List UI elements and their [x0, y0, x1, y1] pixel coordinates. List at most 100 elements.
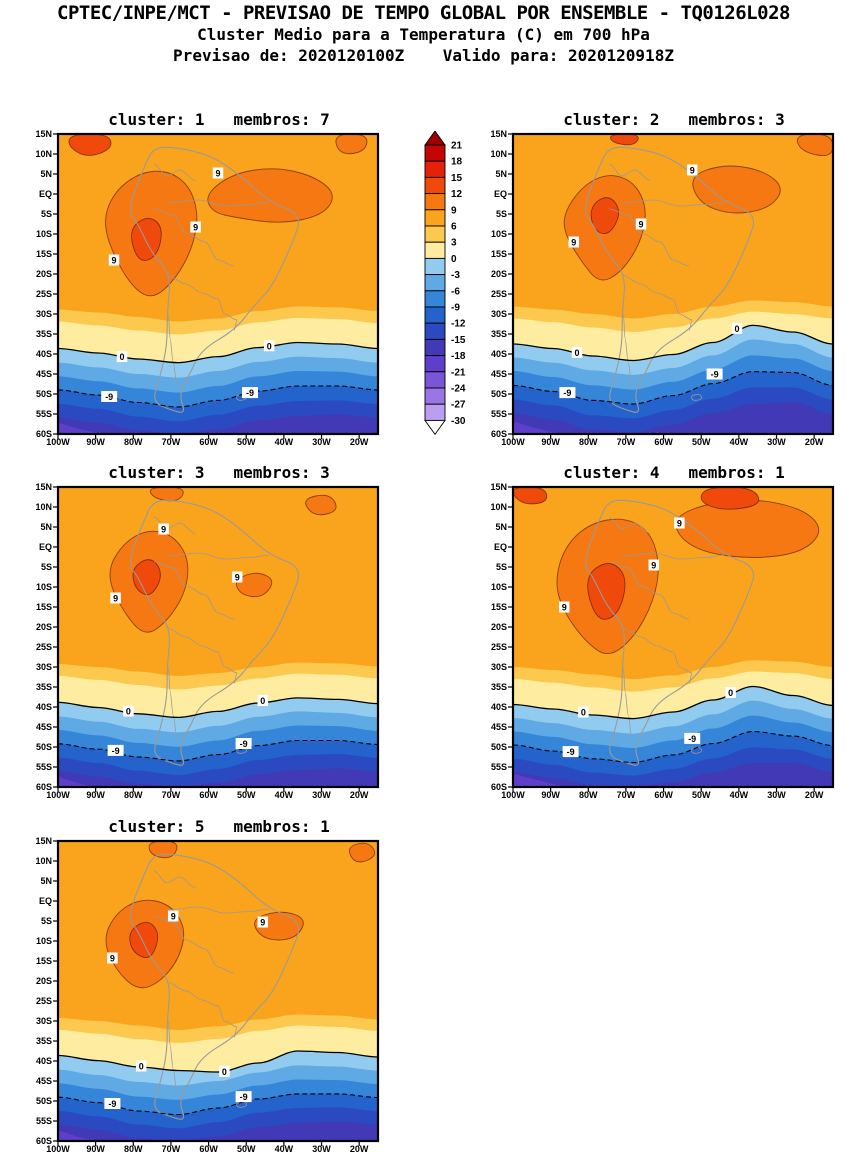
svg-text:0: 0 — [126, 707, 131, 717]
lat-axis-5: 15N 10N 5N EQ 5S 10S 15S 20S 25S 30S 35S 40S 45S 50S 5… — [20, 836, 58, 1146]
lat-label: 30S — [35, 309, 52, 319]
colorbar-label: -27 — [451, 400, 466, 411]
lat-label: 15S — [35, 956, 52, 966]
lat-label: 55S — [35, 762, 52, 772]
lat-label: 60S — [490, 429, 507, 439]
coastline — [130, 853, 300, 1120]
colorbar-label: 0 — [451, 254, 457, 265]
lat-label: 25S — [490, 289, 507, 299]
panel-title-1: cluster: 1 membros: 7 — [108, 110, 330, 129]
svg-text:0: 0 — [734, 324, 739, 334]
lat-label: 15S — [490, 602, 507, 612]
lon-label: 40W — [729, 790, 749, 800]
lon-label: 20W — [349, 1144, 369, 1154]
lat-label: 25S — [35, 996, 52, 1006]
lat-label: 10S — [35, 936, 52, 946]
svg-text:-9: -9 — [563, 388, 571, 398]
lon-label: 70W — [161, 437, 181, 447]
svg-text:0: 0 — [119, 352, 124, 362]
map-frame — [56, 485, 380, 789]
lon-label: 50W — [691, 437, 711, 447]
lat-label: 50S — [490, 389, 507, 399]
colorbar-label: 3 — [451, 238, 457, 249]
lat-label: 45S — [490, 369, 507, 379]
lat-label: 30S — [490, 309, 507, 319]
contour-line-0 — [58, 697, 378, 719]
contour-labels: 9 9 9 0 0 -9 -9 — [559, 164, 743, 399]
map-frame — [56, 839, 380, 1143]
panel-title-4: cluster: 4 membros: 1 — [563, 463, 785, 482]
svg-text:9: 9 — [571, 238, 576, 248]
svg-text:0: 0 — [222, 1067, 227, 1077]
colorbar-label: 6 — [451, 222, 457, 233]
lat-label: 40S — [490, 702, 507, 712]
svg-text:0: 0 — [260, 696, 265, 706]
cluster-panel-4: cluster: 4 membros: 1 15N 10N 5N EQ 5S 10S 15S… — [475, 461, 837, 802]
lat-label: 5S — [40, 562, 52, 572]
lat-label: 60S — [35, 429, 52, 439]
svg-text:9: 9 — [215, 169, 220, 179]
lon-label: 30W — [767, 790, 786, 800]
lat-label: 35S — [35, 682, 52, 692]
lon-label: 100W — [501, 790, 525, 800]
colorbar-band — [424, 290, 446, 308]
lat-label: 60S — [35, 1136, 52, 1146]
temperature-field — [58, 841, 378, 1141]
colorbar-band — [424, 193, 446, 211]
lon-axis-4: 100W 90W 80W 70W 60W 50W 40W 30W 20W — [501, 787, 835, 802]
svg-text:9: 9 — [260, 918, 265, 928]
svg-text:-9: -9 — [567, 747, 575, 757]
map-cluster-1: 9 9 9 0 0 -9 -9 — [53, 132, 380, 439]
lon-label: 30W — [312, 1144, 331, 1154]
svg-text:-9: -9 — [108, 1099, 116, 1109]
map-frame — [511, 132, 835, 436]
lat-label: 40S — [35, 349, 52, 359]
lon-label: 70W — [161, 1144, 181, 1154]
contour-labels: 9 9 9 0 0 -9 -9 — [107, 523, 269, 756]
lat-label: 40S — [490, 349, 507, 359]
svg-text:-9: -9 — [105, 392, 113, 402]
lon-label: 90W — [86, 790, 105, 800]
header-title: CPTEC/INPE/MCT - PREVISAO DE TEMPO GLOBA… — [57, 2, 790, 24]
lon-label: 20W — [349, 437, 369, 447]
svg-text:-9: -9 — [688, 734, 696, 744]
cluster-panel-2: cluster: 2 membros: 3 15N 10N 5N EQ 5S 10S 15S… — [475, 108, 837, 449]
colorbar-label: 21 — [451, 141, 463, 152]
lat-label: 20S — [35, 976, 52, 986]
lon-label: 50W — [691, 790, 711, 800]
lon-label: 40W — [274, 437, 294, 447]
lat-label: 15N — [490, 482, 507, 492]
lon-label: 70W — [616, 437, 636, 447]
cluster-panel-1: cluster: 1 membros: 7 15N 10N 5N EQ 5S 10S 15S… — [20, 108, 382, 449]
lat-label: 20S — [35, 622, 52, 632]
map-cluster-5: 9 9 9 0 0 -9 -9 — [53, 839, 380, 1146]
colorbar-band — [424, 144, 446, 162]
lat-label: 10N — [490, 149, 507, 159]
colorbar-label: -9 — [451, 303, 460, 314]
lat-label: 45S — [35, 722, 52, 732]
svg-text:9: 9 — [651, 561, 656, 571]
colorbar-band — [424, 338, 446, 357]
colorbar-band — [424, 241, 446, 259]
colorbar-label: 18 — [451, 157, 463, 168]
lat-axis-4: 15N 10N 5N EQ 5S 10S 15S 20S 25S 30S 35S 40S 45S 50S 5… — [475, 482, 513, 792]
lon-label: 80W — [579, 790, 598, 800]
lon-label: 100W — [501, 437, 525, 447]
colorbar-label: -3 — [451, 270, 460, 281]
lat-label: 10S — [35, 229, 52, 239]
lat-label: 5N — [40, 169, 52, 179]
contour-labels: 9 9 9 0 0 -9 -9 — [104, 910, 269, 1109]
contour-line-0 — [58, 1050, 378, 1073]
lat-label: EQ — [38, 189, 52, 199]
colorbar-label: -24 — [451, 384, 466, 395]
svg-text:-9: -9 — [112, 746, 120, 756]
lat-label: 15S — [35, 249, 52, 259]
lat-label: 5S — [40, 209, 52, 219]
colorbar-band — [424, 306, 446, 324]
map-frame — [511, 485, 835, 789]
colorbar-top-triangle — [424, 130, 446, 146]
lon-label: 70W — [616, 790, 636, 800]
lat-label: 10N — [35, 856, 52, 866]
svg-text:-9: -9 — [711, 370, 719, 380]
panel-title-5: cluster: 5 membros: 1 — [108, 817, 330, 836]
